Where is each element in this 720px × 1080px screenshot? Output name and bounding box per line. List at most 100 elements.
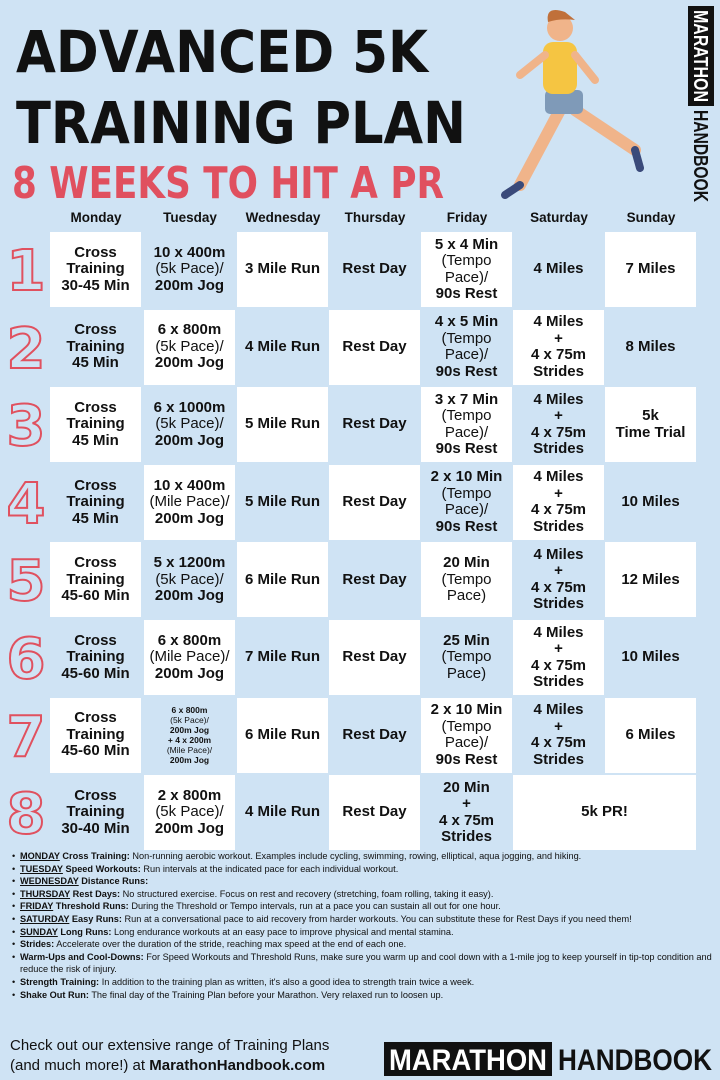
- cell-text: (Tempo: [441, 717, 492, 735]
- plan-cell: 2 x 800m (5k Pace)/200m Jog: [144, 775, 235, 851]
- cell-text: 7 Mile Run: [244, 648, 320, 666]
- plan-cell: 7 Miles: [605, 232, 696, 307]
- plan-cell: 4 Miles +4 x 75m Strides: [513, 698, 604, 773]
- cell-text: 10 x 400m: [153, 243, 226, 261]
- cell-text: 4 x 75m: [530, 578, 587, 596]
- note-day: MONDAY: [20, 851, 60, 861]
- cell-text: Training: [66, 725, 125, 743]
- cell-text: (5k Pace)/: [155, 803, 224, 821]
- plan-cell: 6 Mile Run: [237, 542, 328, 618]
- note-label: Strides:: [20, 939, 54, 949]
- cell-text: 4 x 75m: [530, 656, 587, 674]
- cell-text: 90s Rest: [435, 440, 498, 458]
- plan-cell: 20 Min (Tempo Pace): [421, 542, 512, 618]
- plan-cell: Rest Day: [329, 232, 420, 307]
- note-day: SUNDAY: [20, 926, 58, 937]
- footer-link[interactable]: MarathonHandbook.com: [149, 1057, 326, 1074]
- cell-text: 6 Mile Run: [244, 570, 320, 588]
- plan-cell: 5 x 1200m (5k Pace)/200m Jog: [144, 542, 235, 617]
- cell-text: 20 Min: [443, 778, 490, 796]
- cell-text: 10 Miles: [621, 493, 680, 511]
- cell-text: 45 Min: [72, 354, 119, 372]
- cell-text: +: [554, 717, 563, 735]
- cell-text: (Tempo: [441, 570, 492, 588]
- day-header: Friday: [446, 210, 488, 225]
- cell-text: 7 Miles: [625, 260, 676, 278]
- plan-cell: Cross Training 45 Min: [50, 387, 141, 463]
- cell-text: +: [554, 640, 563, 657]
- cell-text: 10 x 400m: [153, 476, 226, 494]
- plan-cell: 6 x 800m (5k Pace)/200m Jog: [144, 309, 235, 385]
- logo-box: [384, 1042, 552, 1076]
- week-number: 6: [6, 626, 47, 693]
- cell-text: (Tempo: [441, 407, 492, 425]
- cell-text: Cross: [74, 476, 117, 494]
- cell-text: (5k Pace)/: [155, 260, 224, 278]
- cell-text: 45 Min: [72, 509, 119, 527]
- plan-cell: Cross Training 45-60 Min: [50, 542, 141, 618]
- cell-text: 2 x 800m: [157, 786, 222, 804]
- note: SATURDAY Easy Runs: Run at a conversatio…: [20, 913, 720, 926]
- cell-text: Cross: [74, 631, 117, 649]
- runner-illustration: [501, 9, 644, 199]
- note-label-text: Threshold Runs:: [55, 901, 129, 912]
- note: THURSDAY Rest Days: No structured exerci…: [20, 888, 720, 901]
- cell-text: 4 Miles: [533, 390, 584, 408]
- cell-text: 2 x 10 Min: [430, 701, 503, 719]
- cell-text: Cross: [74, 398, 117, 416]
- footer-text: (and much more!) at MarathonHandbook.com: [10, 1056, 329, 1076]
- cell-text: (5k Pace)/: [155, 570, 224, 588]
- cell-text: +: [554, 329, 563, 347]
- cell-text: 6 Miles: [625, 725, 676, 743]
- title: ADVANCED 5K: [16, 18, 430, 86]
- plan-cell: 8 Miles: [605, 310, 696, 385]
- cell-text: Training: [66, 337, 125, 355]
- cell-text: (Tempo: [441, 484, 492, 502]
- note-day: TUESDAY: [20, 863, 63, 874]
- cell-text: Rest Day: [342, 493, 407, 511]
- cell-text: 12 Miles: [621, 570, 680, 588]
- cell-text: Rest Day: [342, 803, 407, 821]
- note-label-text: Strength Training:: [20, 976, 100, 987]
- cell-text: Training: [66, 803, 125, 821]
- cell-text: +: [462, 795, 471, 813]
- note-day: WEDNESDAY: [20, 876, 79, 887]
- cell-text: Training: [66, 570, 125, 588]
- week-number: 1: [6, 238, 47, 305]
- footer-text: (and much more!) at: [10, 1057, 146, 1074]
- plan-cell: Rest Day: [329, 309, 420, 385]
- plan-cell: 4 Mile Run: [237, 775, 328, 850]
- cell-text: Pace)/: [444, 268, 489, 286]
- note: Warm-Ups and Cool-Downs: For Speed Worko…: [20, 951, 720, 976]
- logo-text: HANDBOOK: [689, 110, 711, 202]
- cell-text: 5 Mile Run: [244, 415, 320, 433]
- cell-text: 4 x 75m: [530, 423, 587, 441]
- footer-logo: MARATHON HANDBOOK: [384, 1042, 712, 1077]
- plan-cell: 5k PR!: [513, 775, 696, 851]
- footer-text: Check out our extensive range of Trainin…: [10, 1037, 330, 1054]
- cell-text: Strides: [533, 362, 584, 380]
- cell-text: (5k Pace)/: [155, 415, 224, 433]
- note-label: MONDAY Cross Training:: [20, 851, 130, 861]
- note-day: SATURDAY: [20, 913, 70, 924]
- plan-cell: 6 Mile Run: [237, 697, 328, 773]
- plan-cell: 20 Min +4 x 75m Strides: [421, 775, 512, 850]
- note-label: SUNDAY Long Runs:: [20, 927, 111, 937]
- cell-text: 4 Miles: [533, 260, 584, 278]
- cell-text: (Mile Pace)/: [149, 648, 230, 666]
- note: MONDAY Cross Training: Non-running aerob…: [20, 850, 720, 863]
- cell-text: +: [554, 562, 563, 580]
- cell-text: 200m Jog: [154, 431, 225, 449]
- cell-text: 6 x 800m: [157, 631, 222, 649]
- cell-text: 3 Mile Run: [244, 260, 320, 278]
- cell-text: 5 x 4 Min: [434, 235, 499, 253]
- plan-cell: 5 x 4 Min (Tempo Pace)/90s Rest: [421, 232, 512, 307]
- plan-cell: 10 Miles: [605, 620, 696, 695]
- week-number: 3: [6, 393, 47, 460]
- cell-text: (Tempo: [441, 252, 492, 269]
- note-text: No structured exercise. Focus on rest an…: [122, 888, 494, 899]
- note-label: THURSDAY Rest Days:: [20, 889, 120, 899]
- cell-text: 200m Jog: [154, 354, 225, 372]
- cell-text: 30-45 Min: [61, 276, 130, 294]
- cell-text: 4 Miles: [533, 545, 584, 563]
